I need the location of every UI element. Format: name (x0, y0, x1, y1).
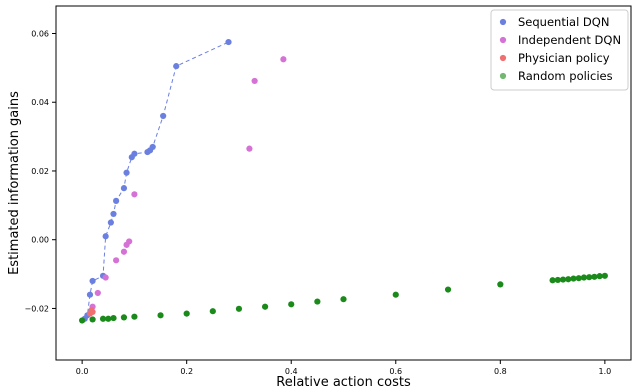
x-tick-label: 0.2 (180, 367, 193, 376)
data-point (580, 274, 588, 281)
data-point (183, 310, 190, 317)
data-point (261, 303, 269, 310)
series-random-policies (79, 272, 608, 324)
series-physician-policy (86, 307, 96, 317)
data-point (235, 305, 243, 312)
data-point (575, 275, 582, 282)
data-point (392, 291, 399, 298)
data-point (107, 219, 114, 226)
x-tick-label: 1.0 (598, 367, 611, 376)
data-point (251, 77, 258, 85)
data-point (246, 145, 253, 152)
y-axis: −0.02 0.00 0.02 0.04 0.06 (24, 29, 56, 313)
y-tick-label: 0.06 (31, 29, 49, 38)
series-independent-dqn (89, 56, 287, 310)
legend-label: Sequential DQN (518, 15, 609, 29)
data-point (497, 281, 504, 288)
legend-label: Physician policy (518, 51, 610, 65)
x-tick-label: 0.4 (285, 367, 298, 376)
y-axis-label: Estimated information gains (7, 91, 22, 275)
data-point (586, 274, 593, 281)
data-point (94, 289, 101, 297)
data-point (105, 315, 112, 322)
data-point (113, 197, 120, 204)
data-point (110, 210, 117, 218)
data-point (131, 313, 138, 320)
plot-area-frame (55, 5, 632, 361)
legend-marker (499, 72, 507, 80)
data-point (131, 191, 138, 198)
data-point (559, 276, 567, 283)
data-point (173, 63, 180, 70)
data-point (601, 272, 608, 279)
y-tick-label: 0.00 (31, 236, 49, 245)
data-point (89, 316, 96, 323)
x-tick-label: 0.8 (494, 367, 507, 376)
x-axis-label: Relative action costs (276, 375, 411, 390)
data-point (126, 238, 133, 245)
data-point (160, 112, 167, 120)
data-point (89, 277, 96, 285)
legend-label: Independent DQN (518, 33, 621, 47)
data-point (225, 38, 232, 46)
legend-marker (499, 54, 507, 62)
x-tick-label: 0.6 (389, 367, 402, 376)
data-series (79, 38, 608, 324)
data-point (110, 314, 117, 322)
data-point (120, 248, 128, 255)
y-tick-label: −0.02 (24, 304, 49, 313)
data-point (554, 276, 561, 284)
data-point (596, 273, 603, 280)
legend-box (490, 9, 629, 91)
data-point (340, 296, 347, 303)
data-point (86, 291, 94, 298)
data-point (157, 312, 164, 319)
data-point (123, 169, 130, 176)
data-point (113, 257, 120, 264)
data-point (102, 233, 109, 240)
y-tick-label: 0.02 (31, 167, 49, 176)
data-point (149, 143, 156, 151)
data-point (280, 56, 287, 63)
data-point (131, 150, 138, 157)
x-axis: 0.0 0.2 0.4 0.6 0.8 1.0 (76, 360, 611, 376)
legend-marker (499, 18, 507, 26)
data-point (591, 273, 598, 280)
data-point (570, 275, 577, 282)
data-point (99, 315, 107, 322)
data-point (209, 308, 216, 315)
y-tick-label: 0.04 (31, 98, 49, 107)
data-point (314, 298, 321, 305)
data-point (565, 276, 572, 283)
data-point (79, 317, 86, 324)
data-point (89, 308, 96, 315)
data-point (120, 185, 128, 192)
x-tick-label: 0.0 (76, 367, 89, 376)
data-point (102, 274, 109, 281)
data-point (288, 301, 295, 308)
data-point (549, 277, 556, 284)
series-sequential-dqn (81, 38, 232, 322)
data-point (444, 286, 452, 293)
legend-label: Random policies (518, 69, 613, 83)
legend: Sequential DQN Independent DQN Physician p… (490, 9, 629, 91)
legend-marker (499, 36, 507, 44)
data-point (120, 314, 128, 321)
